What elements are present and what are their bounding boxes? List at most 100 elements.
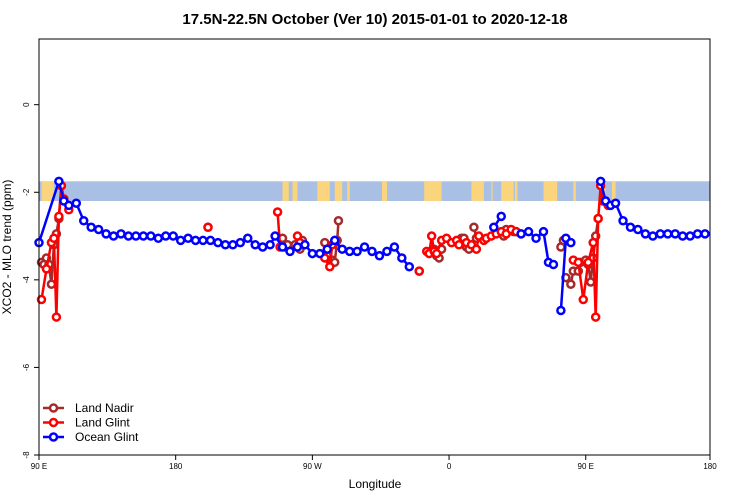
land-span [611,181,616,202]
x-tick-label: 90 E [31,462,47,471]
data-point [153,233,164,243]
x-tick-label: 0 [447,462,452,471]
data-point [41,264,52,274]
land-span [317,181,330,202]
land-ocean-mask [39,181,710,202]
legend-label: Land Glint [75,416,130,430]
land-span [41,181,54,202]
data-point [272,207,283,217]
data-point [277,242,288,252]
data-point [315,248,325,259]
data-point [590,312,601,322]
data-point [344,246,355,257]
data-point [71,198,82,208]
data-point [648,231,658,241]
data-point [138,231,149,241]
legend-swatch-marker [48,417,59,428]
data-point [46,279,57,289]
data-point [471,244,482,254]
data-point [640,229,651,239]
data-point [64,200,74,211]
plot-frame [38,38,711,456]
data-point [352,246,362,257]
data-point [243,233,253,243]
data-point [585,277,596,287]
x-axis-label: Longitude [349,477,402,491]
land-span [292,181,298,202]
series-land-glint [36,180,613,322]
data-point [36,294,47,305]
y-tick-label: -2 [22,188,31,196]
data-point [374,251,385,261]
data-point [618,215,628,226]
data-point [692,229,703,239]
data-point [54,211,64,222]
data-point [663,229,673,239]
land-span [491,181,493,202]
data-point [700,229,710,239]
data-point [516,229,526,239]
land-span [514,181,518,202]
data-point [235,237,246,248]
data-point [220,240,231,250]
data-point [337,244,347,254]
chart-title: 17.5N-22.5N October (Ver 10) 2015-01-01 … [182,11,567,28]
land-span [347,181,350,202]
data-point [205,235,216,246]
y-tick-label: -8 [22,451,31,459]
data-point [292,242,303,252]
data-point [426,231,437,241]
data-point [489,222,499,233]
data-point [213,237,223,248]
data-point [496,211,506,222]
data-point [588,237,598,248]
axes: 90 E 180 90 W 0 90 E 180 0 -2 -4 -6 -8 [22,102,717,471]
data-point [101,229,111,239]
x-tick-label: 180 [169,462,183,471]
data-point [131,231,141,241]
data-point [86,222,96,233]
land-span [334,181,343,202]
y-tick-label: 0 [22,102,31,107]
data-point [670,229,680,239]
series-line [572,184,609,319]
data-point [257,242,268,252]
data-point [414,266,424,276]
data-point [175,235,186,246]
data-point [265,240,275,250]
data-point [566,237,576,248]
land-span [424,181,442,202]
y-axis-label: XCO2 - MLO trend (ppm) [0,180,14,315]
data-point [625,222,636,233]
data-point [49,233,59,243]
data-point [566,279,576,289]
land-span [573,181,576,202]
data-point [633,224,643,235]
series-layer [34,176,710,322]
data-point [359,242,370,252]
data-point [198,235,208,246]
ocean-band [39,181,710,202]
data-point [329,235,340,246]
x-tick-label: 90 W [303,462,322,471]
land-span [282,181,289,202]
y-tick-label: -4 [22,276,31,284]
data-point [454,240,464,250]
data-point [307,248,318,259]
land-span [543,181,558,202]
land-span [381,181,387,202]
legend-label: Ocean Glint [75,430,139,444]
data-point [51,312,62,322]
legend-swatch-marker [48,432,59,442]
data-point [523,226,534,237]
data-point [190,235,201,246]
data-point [300,240,310,250]
data-point [116,229,126,239]
data-point [322,244,333,254]
data-point [531,233,541,243]
data-point [431,248,442,259]
data-point [595,176,606,187]
data-point [146,231,156,241]
data-point [677,231,688,241]
